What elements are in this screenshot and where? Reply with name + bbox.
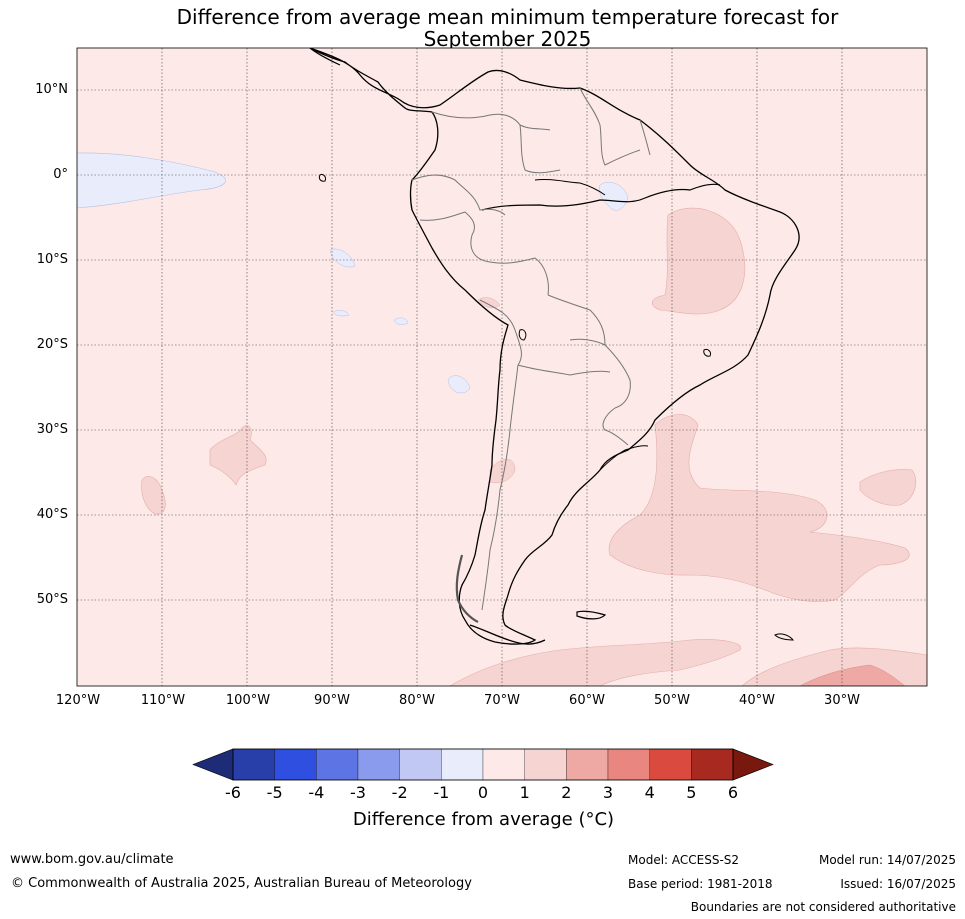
- colorbar-segment: [357, 748, 400, 781]
- colorbar-segment: [607, 748, 650, 781]
- warm-anomaly-region: [449, 639, 741, 686]
- colorbar: [192, 748, 774, 781]
- colorbar-tick-label: 6: [727, 783, 739, 802]
- coastline: [469, 624, 546, 645]
- warm-anomaly-region: [477, 297, 501, 308]
- colorbar-tick-label: 4: [644, 783, 655, 802]
- colorbar-tick-label: -3: [350, 783, 366, 802]
- colorbar-over-arrow: [732, 748, 774, 781]
- colorbar-segment: [441, 748, 484, 781]
- river: [481, 183, 721, 211]
- colorbar-segment: [482, 748, 525, 781]
- lat-label: 40°S: [36, 507, 68, 522]
- map-title-line-1: Difference from average mean minimum tem…: [176, 5, 839, 29]
- lon-label: 80°W: [399, 693, 435, 708]
- colorbar-tick-label: -2: [391, 783, 408, 802]
- colorbar-tick-label: 2: [561, 783, 572, 802]
- galapagos-islands: [318, 174, 326, 182]
- lon-label: 60°W: [569, 693, 605, 708]
- lat-label: 30°S: [36, 422, 68, 437]
- warm-anomaly-region: [209, 425, 267, 486]
- island: [774, 633, 795, 641]
- lake: [703, 349, 711, 357]
- lon-label: 90°W: [314, 693, 350, 708]
- colorbar-tick-label: -6: [225, 783, 241, 802]
- colorbar-segment: [274, 748, 317, 781]
- river: [599, 445, 649, 471]
- copyright-text: © Commonwealth of Australia 2025, Austra…: [11, 876, 472, 891]
- lon-label: 30°W: [824, 693, 860, 708]
- river: [534, 178, 606, 196]
- country-borders: [411, 87, 651, 611]
- lon-label: 110°W: [140, 693, 186, 708]
- model-name: Model: ACCESS-S2: [628, 853, 740, 867]
- colorbar-tick-label: 5: [686, 783, 697, 802]
- lat-label: 0°: [53, 167, 68, 182]
- warm-anomaly-region: [141, 476, 166, 515]
- colorbar-frame: [232, 748, 734, 781]
- colorbar-tick-label: -4: [308, 783, 325, 802]
- cool-anomaly-region: [77, 152, 226, 209]
- colorbar-segment: [316, 748, 359, 781]
- colorbar-segment: [399, 748, 442, 781]
- colorbar-segment: [691, 748, 734, 781]
- colorbar-tick-label: -5: [266, 783, 283, 802]
- boundaries-disclaimer: Boundaries are not considered authoritat…: [690, 900, 956, 914]
- lat-label: 10°S: [36, 252, 68, 267]
- coastline: [309, 48, 800, 645]
- colorbar-segment: [524, 748, 567, 781]
- lat-label: 50°S: [36, 592, 68, 607]
- cool-anomaly-region: [447, 375, 471, 394]
- issued-date: Issued: 16/07/2025: [840, 877, 956, 891]
- colorbar-segment: [232, 748, 275, 781]
- lon-label: 100°W: [225, 693, 271, 708]
- colorbar-tick-label: 0: [477, 783, 489, 802]
- warm-anomaly-region: [859, 469, 916, 506]
- lat-label: 20°S: [36, 337, 68, 352]
- lon-label: 70°W: [484, 693, 520, 708]
- cool-anomaly-region: [393, 317, 409, 325]
- colorbar-label: Difference from average (°C): [352, 809, 615, 830]
- archipelago: [455, 554, 479, 623]
- warm-anomaly-region: [489, 458, 516, 484]
- falkland-islands: [576, 610, 607, 620]
- warm-anomaly-region: [608, 414, 910, 602]
- strong-warm-anomaly-region: [799, 664, 906, 686]
- model-run-date: Model run: 14/07/2025: [818, 853, 956, 867]
- colorbar-tick-label: -1: [433, 783, 450, 802]
- graticule: [77, 48, 927, 686]
- warm-anomaly-region: [652, 207, 746, 315]
- cool-anomaly-region: [599, 182, 629, 211]
- base-period: Base period: 1981-2018: [628, 877, 773, 891]
- colorbar-tick-label: 1: [519, 783, 530, 802]
- lon-label: 50°W: [654, 693, 690, 708]
- map-frame: [76, 47, 928, 687]
- colorbar-segment: [566, 748, 609, 781]
- lon-label: 40°W: [739, 693, 775, 708]
- colorbar-segment: [649, 748, 692, 781]
- lon-label: 120°W: [55, 693, 101, 708]
- lake: [518, 329, 527, 341]
- colorbar-tick-label: 3: [602, 783, 614, 802]
- colorbar-under-arrow: [192, 748, 234, 781]
- map-title-line-2: September 2025: [423, 27, 592, 51]
- cool-anomaly-region: [329, 248, 356, 268]
- coastline: [309, 48, 341, 66]
- cool-anomaly-region: [332, 310, 350, 317]
- lat-label: 10°N: [35, 82, 68, 97]
- website-link[interactable]: www.bom.gov.au/climate: [10, 852, 174, 867]
